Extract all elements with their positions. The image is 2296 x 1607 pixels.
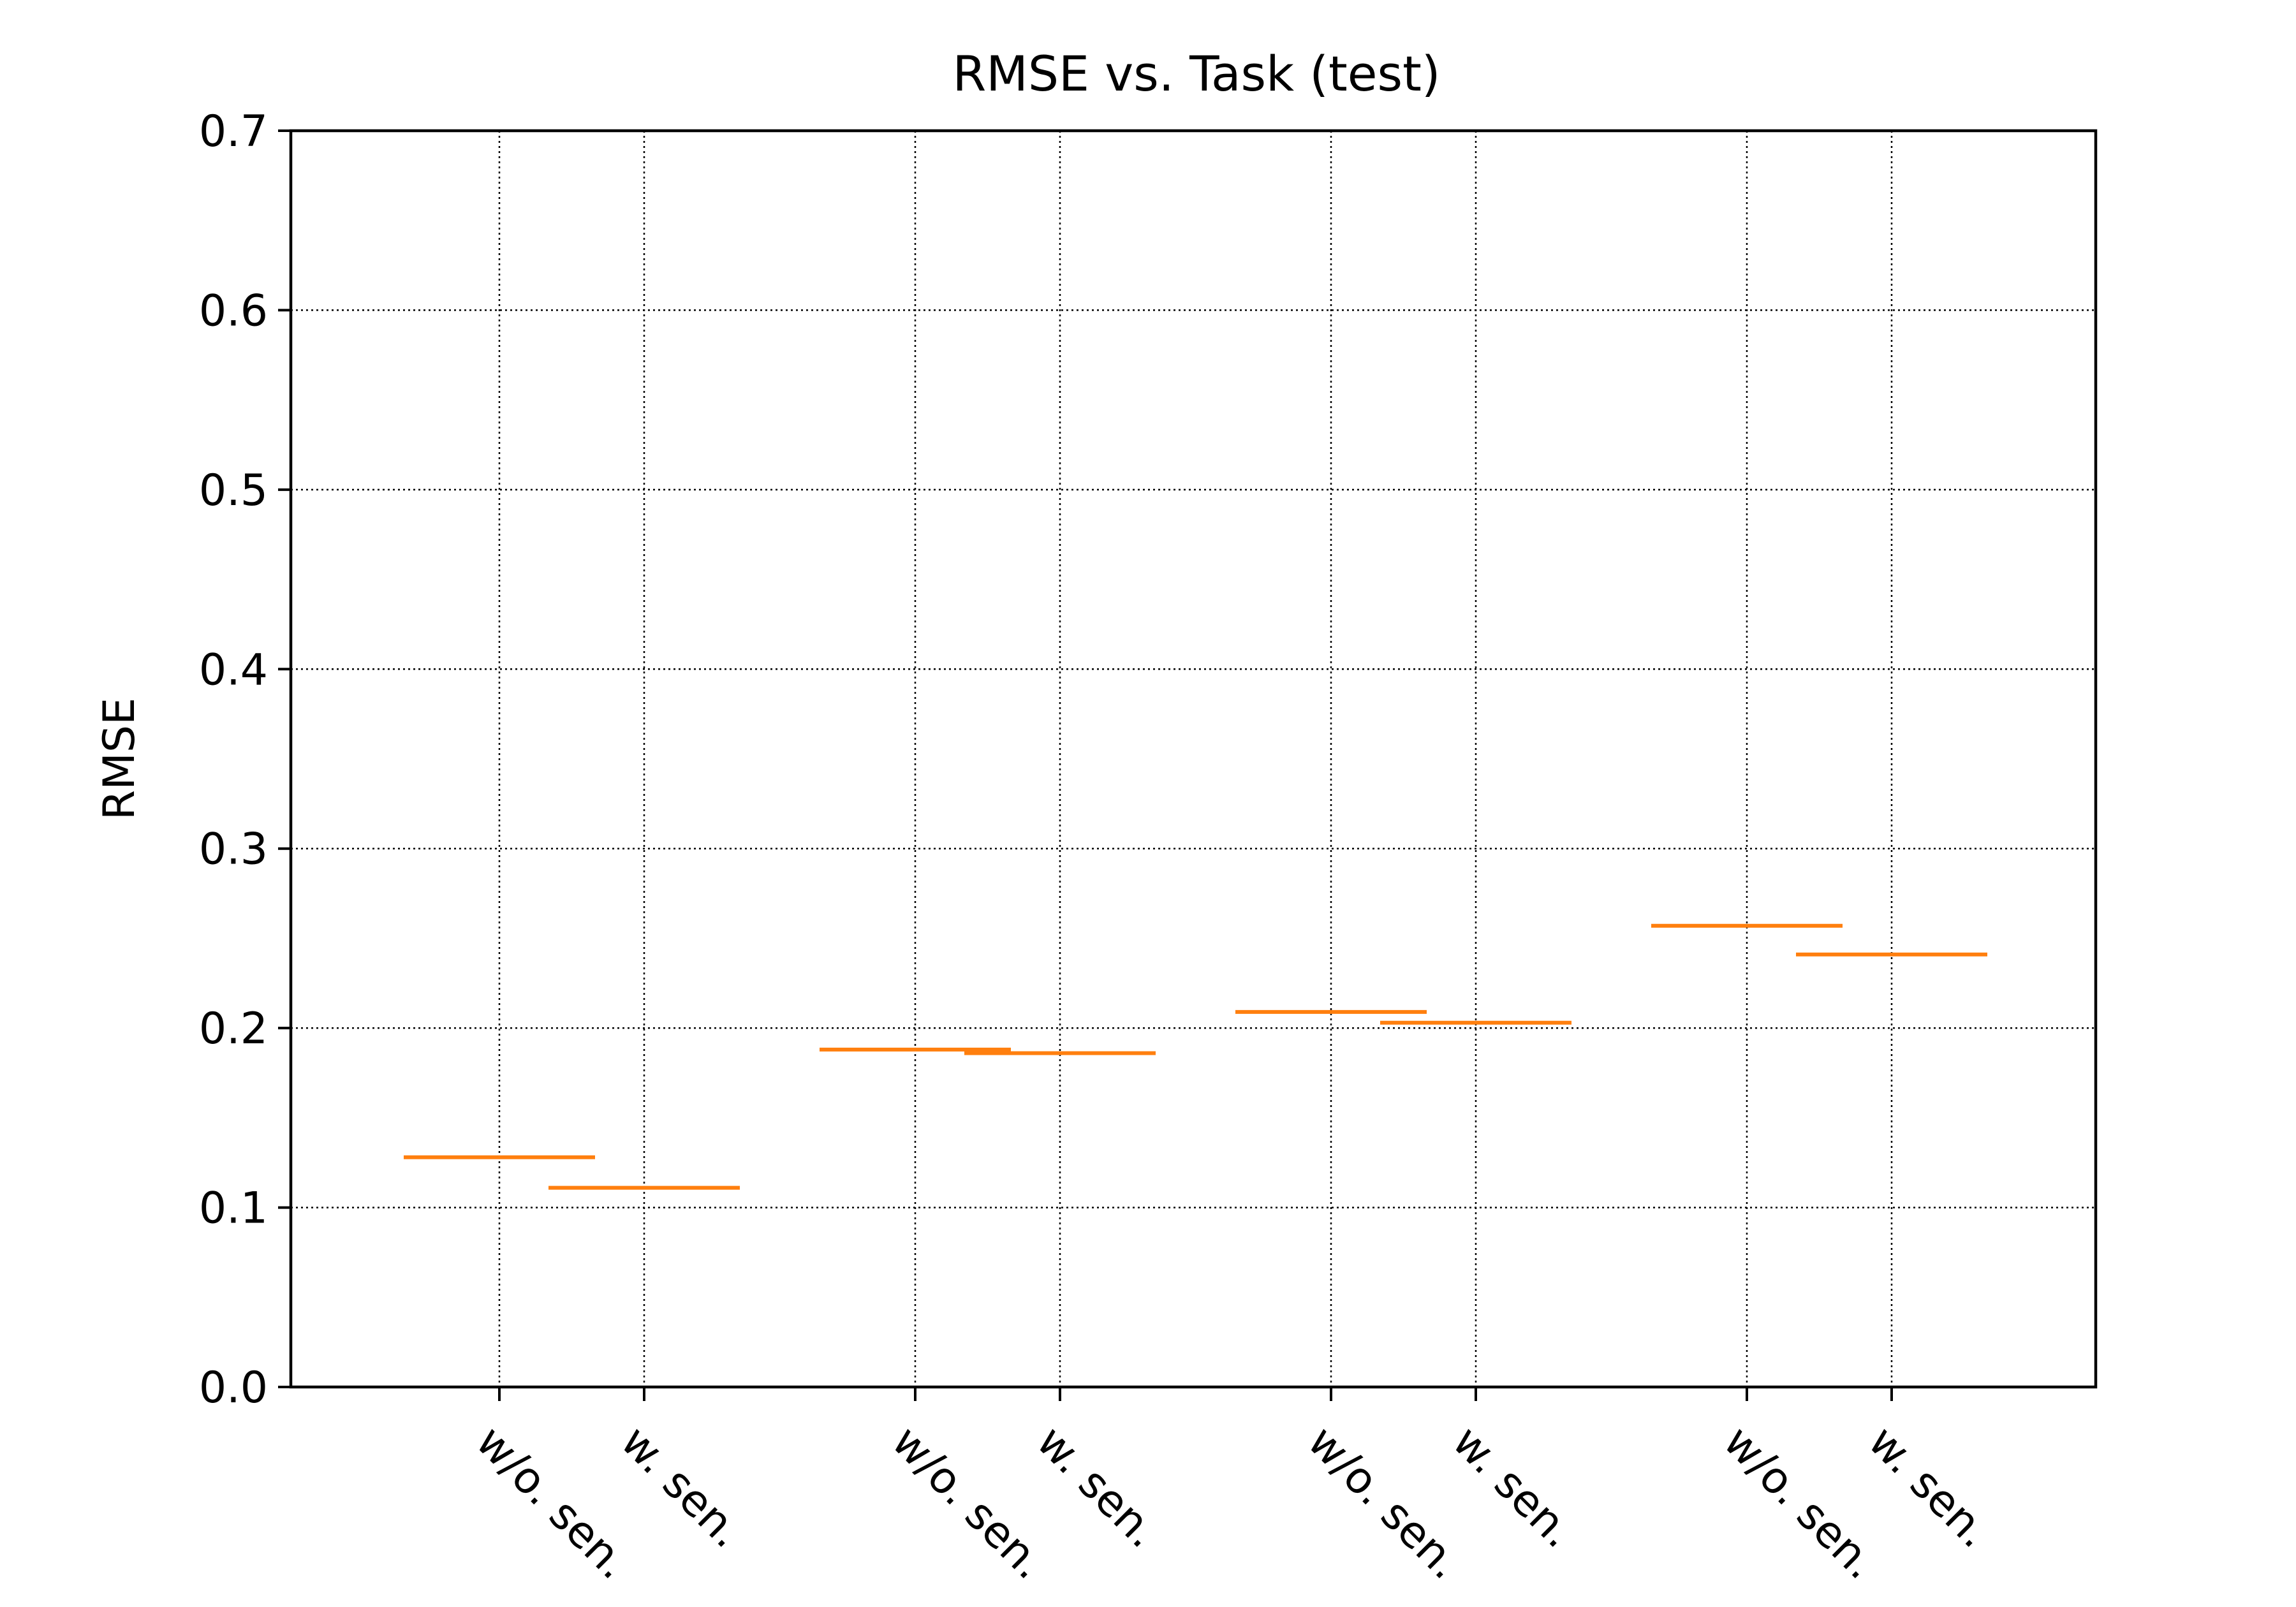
y-tick-label: 0.4 bbox=[199, 645, 268, 695]
y-tick-label: 0.7 bbox=[199, 106, 268, 157]
chart-title: RMSE vs. Task (test) bbox=[952, 45, 1440, 102]
median-lines bbox=[404, 923, 1987, 1190]
grid-lines bbox=[291, 131, 2096, 1387]
y-tick-label: 0.1 bbox=[199, 1184, 268, 1234]
y-axis-label: RMSE bbox=[94, 698, 145, 820]
y-tick-label: 0.2 bbox=[199, 1004, 268, 1054]
plot-area-frame bbox=[289, 129, 2098, 1389]
y-tick-label: 0.0 bbox=[199, 1363, 268, 1413]
y-tick-label: 0.3 bbox=[199, 825, 268, 875]
y-tick-label: 0.5 bbox=[199, 466, 268, 516]
y-tick-label: 0.6 bbox=[199, 286, 268, 336]
y-axis-ticks: 0.0 0.1 0.2 0.3 0.4 0.5 0.6 0.7 bbox=[199, 106, 291, 1413]
